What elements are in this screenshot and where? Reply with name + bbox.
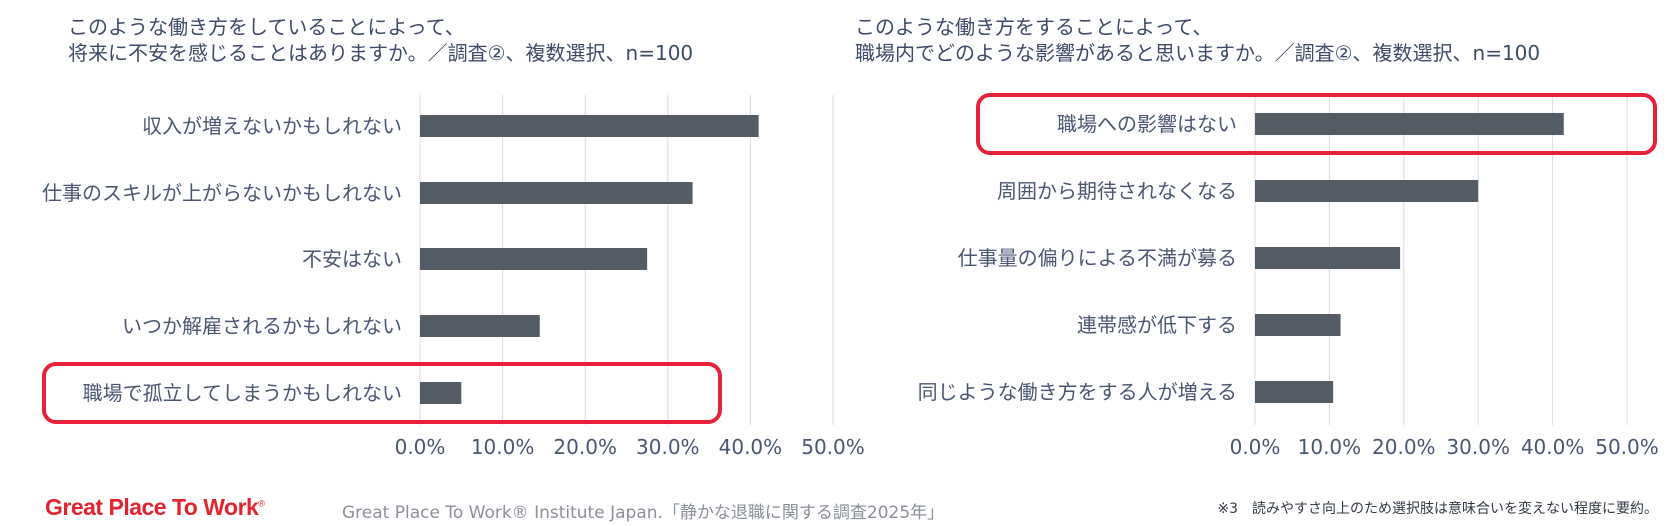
brand-logo-mark: ® <box>258 498 265 509</box>
right-chart-title: このような働き方をすることによって、 職場内でどのような影響があると思いますか。… <box>855 14 1540 66</box>
right-bar <box>1255 314 1341 336</box>
left-bar <box>420 382 462 404</box>
right-x-tick-label: 40.0% <box>1521 435 1585 459</box>
right-chart: 0.0% 10.0% 20.0% 30.0% 40.0% 50.0% 職場への影響はない周囲… <box>918 93 1659 459</box>
brand-logo: Great Place To Work® <box>45 494 265 521</box>
left-chart-title: このような働き方をしていることによって、 将来に不安を感じることはありますか。／… <box>68 14 693 66</box>
left-category-label: 職場で孤立してしまうかもしれない <box>83 381 402 405</box>
left-bar <box>420 115 759 137</box>
left-x-tick-label: 40.0% <box>719 435 783 459</box>
left-x-tick-label: 10.0% <box>471 435 535 459</box>
right-bar <box>1255 113 1564 135</box>
left-category-label: 収入が増えないかもしれない <box>142 114 402 138</box>
brand-logo-text: Great Place To Work <box>45 494 259 520</box>
right-bar <box>1255 247 1401 269</box>
left-bar <box>420 315 540 337</box>
right-bar <box>1255 381 1334 403</box>
right-highlight-box <box>976 93 1657 155</box>
right-x-tick-label: 50.0% <box>1595 435 1659 459</box>
left-category-label: 不安はない <box>302 247 402 271</box>
right-category-label: 職場への影響はない <box>1057 112 1237 136</box>
right-chart-title-line-1: このような働き方をすることによって、 <box>855 15 1213 39</box>
right-chart-title-line-2: 職場内でどのような影響があると思いますか。／調査②、複数選択、n=100 <box>855 41 1541 65</box>
left-category-label: いつか解雇されるかもしれない <box>122 314 402 338</box>
left-chart-title-line-1: このような働き方をしていることによって、 <box>68 15 465 39</box>
left-chart: 0.0% 10.0% 20.0% 30.0% 40.0% 50.0% 収入が増えないかもしれ… <box>42 95 865 459</box>
right-x-tick-label: 30.0% <box>1446 435 1510 459</box>
right-category-label: 仕事量の偏りによる不満が募る <box>958 246 1237 270</box>
right-bar <box>1255 180 1479 202</box>
left-bar <box>420 248 648 270</box>
right-x-tick-label: 10.0% <box>1298 435 1362 459</box>
right-x-tick-label: 20.0% <box>1372 435 1436 459</box>
left-category-label: 仕事のスキルが上がらないかもしれない <box>42 181 402 205</box>
left-bar <box>420 182 693 204</box>
left-x-tick-label: 50.0% <box>801 435 865 459</box>
left-highlight-box <box>42 362 722 424</box>
left-x-tick-label: 30.0% <box>636 435 700 459</box>
right-category-label: 同じような働き方をする人が増える <box>918 380 1237 404</box>
source-citation: Great Place To Work® Institute Japan.「静か… <box>342 503 945 523</box>
left-x-tick-label: 0.0% <box>395 435 446 459</box>
left-x-tick-label: 20.0% <box>553 435 617 459</box>
right-category-label: 連帯感が低下する <box>1077 313 1237 337</box>
right-category-label: 周囲から期待されなくなる <box>997 179 1237 203</box>
right-x-tick-label: 0.0% <box>1230 435 1281 459</box>
footnote: ※3 読みやすさ向上のため選択肢は意味合いを変えない程度に要約。 <box>1217 501 1658 517</box>
left-chart-title-line-2: 将来に不安を感じることはありますか。／調査②、複数選択、n=100 <box>68 41 694 65</box>
